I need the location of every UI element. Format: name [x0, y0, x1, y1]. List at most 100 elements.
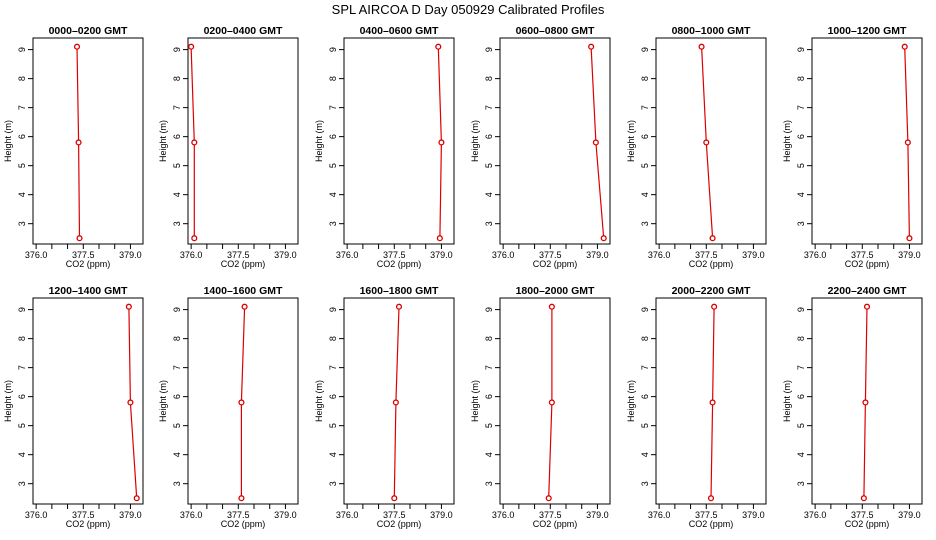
y-tick-label: 3	[484, 481, 494, 486]
y-tick-label: 8	[328, 336, 338, 341]
data-point	[127, 399, 134, 406]
data-point	[906, 235, 913, 242]
y-tick-label: 5	[640, 423, 650, 428]
x-tick-label: 376.0	[492, 510, 515, 520]
data-point	[711, 303, 718, 310]
y-tick-label: 9	[484, 47, 494, 52]
y-tick-label: 3	[328, 221, 338, 226]
profile-panel: 0000–0200 GMT 376.0 377.5 379.0 3 4 5 6 7 8 9 CO2 (…	[3, 25, 144, 269]
panel-title: 1000–1200 GMT	[828, 25, 907, 37]
panel-title: 2000–2200 GMT	[672, 285, 751, 297]
data-point	[698, 43, 705, 50]
y-axis-label: Height (m)	[158, 120, 168, 162]
x-tick-label: 376.0	[25, 510, 48, 520]
y-tick-label: 9	[172, 307, 182, 312]
x-axis-label: CO2 (ppm)	[377, 519, 422, 529]
profile-panel: 0800–1000 GMT 376.0 377.5 379.0 3 4 5 6 7 8 9 CO2 (…	[626, 25, 767, 269]
y-tick-label: 7	[17, 105, 27, 110]
y-tick-label: 9	[640, 307, 650, 312]
y-tick-label: 9	[640, 47, 650, 52]
y-tick-label: 6	[17, 394, 27, 399]
x-tick-label: 376.0	[180, 510, 203, 520]
y-tick-label: 9	[172, 47, 182, 52]
y-tick-label: 6	[172, 394, 182, 399]
y-tick-label: 6	[328, 134, 338, 139]
data-point	[395, 303, 403, 310]
profile-panel: 2000–2200 GMT 376.0 377.5 379.0 3 4 5 6 7 8 9 CO2 (…	[626, 285, 767, 529]
y-tick-label: 8	[328, 76, 338, 81]
x-tick-label: 377.5	[72, 510, 95, 520]
y-tick-label: 8	[796, 76, 806, 81]
y-tick-label: 4	[796, 192, 806, 197]
plot-frame	[655, 297, 767, 505]
data-point	[76, 235, 83, 242]
x-tick-label: 377.5	[851, 250, 874, 260]
y-tick-label: 4	[640, 192, 650, 197]
data-point	[125, 303, 132, 310]
x-tick-label: 376.0	[648, 250, 671, 260]
y-tick-label: 6	[640, 394, 650, 399]
y-tick-label: 7	[796, 365, 806, 370]
x-axis-label: CO2 (ppm)	[845, 519, 890, 529]
y-tick-label: 4	[17, 452, 27, 457]
data-point	[238, 399, 245, 406]
y-tick-label: 7	[172, 365, 182, 370]
y-tick-label: 9	[796, 47, 806, 52]
data-point	[436, 235, 443, 242]
y-tick-label: 3	[796, 221, 806, 226]
x-axis-label: CO2 (ppm)	[689, 519, 734, 529]
y-tick-label: 3	[17, 221, 27, 226]
x-tick-label: 376.0	[492, 250, 515, 260]
x-tick-label: 379.0	[430, 250, 453, 260]
data-point	[392, 399, 399, 406]
y-axis-label: Height (m)	[626, 380, 636, 422]
x-tick-label: 376.0	[648, 510, 671, 520]
y-tick-label: 9	[484, 307, 494, 312]
x-tick-label: 379.0	[898, 510, 921, 520]
y-tick-label: 3	[640, 221, 650, 226]
data-point	[588, 43, 595, 50]
y-tick-label: 6	[796, 134, 806, 139]
y-axis-label: Height (m)	[314, 120, 324, 162]
data-point	[238, 495, 245, 502]
x-tick-label: 377.5	[227, 250, 250, 260]
y-tick-label: 3	[328, 481, 338, 486]
profile-panel: 1800–2000 GMT 376.0 377.5 379.0 3 4 5 6 7 8 9 CO2 (…	[470, 285, 611, 529]
y-tick-label: 7	[484, 105, 494, 110]
y-tick-label: 7	[640, 365, 650, 370]
y-tick-label: 8	[484, 336, 494, 341]
panel-grid: 0000–0200 GMT 376.0 377.5 379.0 3 4 5 6 7 8 9 CO2 (…	[3, 25, 923, 529]
y-tick-label: 5	[172, 163, 182, 168]
y-tick-label: 8	[172, 76, 182, 81]
data-point	[188, 43, 195, 50]
y-tick-label: 5	[328, 423, 338, 428]
y-tick-label: 4	[172, 452, 182, 457]
profile-panel: 1000–1200 GMT 376.0 377.5 379.0 3 4 5 6 7 8 9 CO2 (…	[782, 25, 923, 269]
plot-frame	[343, 297, 455, 505]
x-axis-label: CO2 (ppm)	[221, 519, 266, 529]
x-tick-label: 379.0	[898, 250, 921, 260]
y-axis-label: Height (m)	[470, 120, 480, 162]
y-tick-label: 8	[640, 76, 650, 81]
panel-title: 1800–2000 GMT	[516, 285, 595, 297]
y-tick-label: 3	[640, 481, 650, 486]
panel-title: 0800–1000 GMT	[672, 25, 751, 37]
x-tick-label: 376.0	[804, 250, 827, 260]
x-axis-label: CO2 (ppm)	[533, 519, 578, 529]
y-tick-label: 4	[328, 452, 338, 457]
data-point	[133, 495, 140, 502]
x-tick-label: 379.0	[742, 510, 765, 520]
x-axis-label: CO2 (ppm)	[66, 519, 111, 529]
panel-title: 0000–0200 GMT	[49, 25, 128, 37]
y-tick-label: 4	[484, 192, 494, 197]
data-point	[191, 235, 198, 242]
y-tick-label: 7	[172, 105, 182, 110]
x-axis-label: CO2 (ppm)	[845, 259, 890, 269]
x-tick-label: 377.5	[695, 510, 718, 520]
y-axis-label: Height (m)	[3, 380, 13, 422]
y-tick-label: 5	[640, 163, 650, 168]
data-point	[863, 303, 871, 310]
data-point	[241, 303, 248, 310]
y-tick-label: 7	[484, 365, 494, 370]
y-axis-label: Height (m)	[470, 380, 480, 422]
